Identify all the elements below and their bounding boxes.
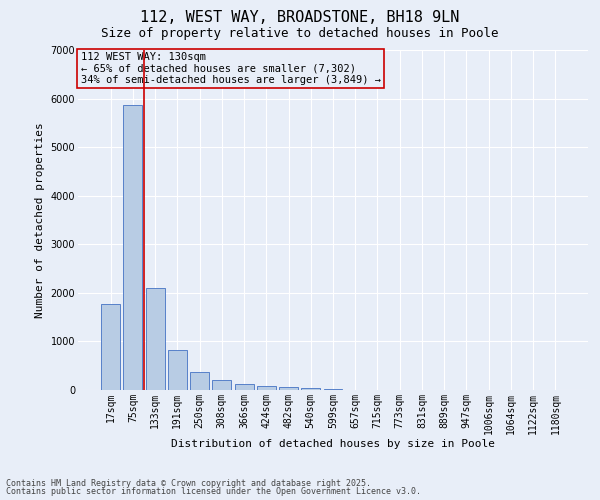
Text: Contains public sector information licensed under the Open Government Licence v3: Contains public sector information licen… (6, 487, 421, 496)
Bar (168, 350, 187, 390)
Text: Size of property relative to detached houses in Poole: Size of property relative to detached ho… (101, 28, 499, 40)
Bar (235, 384, 254, 390)
X-axis label: Distribution of detached houses by size in Poole: Distribution of detached houses by size … (171, 440, 495, 450)
Text: 112, WEST WAY, BROADSTONE, BH18 9LN: 112, WEST WAY, BROADSTONE, BH18 9LN (140, 10, 460, 25)
Text: 112 WEST WAY: 130sqm
← 65% of detached houses are smaller (7,302)
34% of semi-de: 112 WEST WAY: 130sqm ← 65% of detached h… (80, 52, 380, 85)
Bar (190, 372, 209, 390)
Bar (323, 388, 343, 390)
Bar (124, 106, 142, 390)
Bar (146, 288, 164, 390)
Text: Contains HM Land Registry data © Crown copyright and database right 2025.: Contains HM Land Registry data © Crown c… (6, 478, 371, 488)
Bar (212, 380, 231, 390)
Bar (279, 387, 298, 390)
Bar (101, 304, 120, 390)
Bar (301, 388, 320, 390)
Y-axis label: Number of detached properties: Number of detached properties (35, 122, 45, 318)
Bar (257, 386, 276, 390)
